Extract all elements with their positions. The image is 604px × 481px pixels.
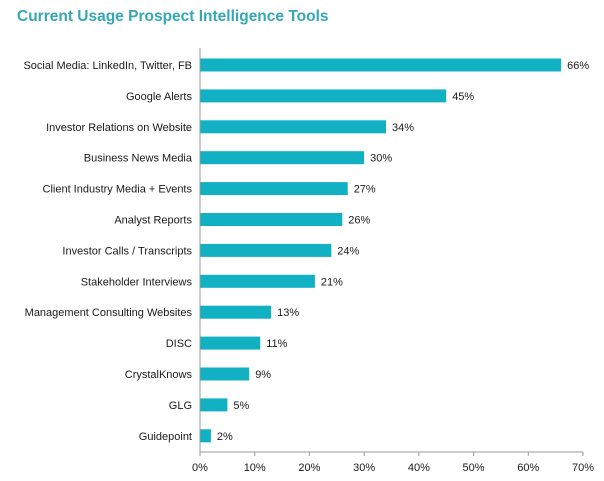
- category-label: Investor Calls / Transcripts: [62, 245, 192, 257]
- category-labels-group: Social Media: LinkedIn, Twitter, FB Googl…: [23, 60, 192, 443]
- bar: [200, 58, 562, 72]
- category-label: Client Industry Media + Events: [43, 184, 193, 196]
- bar: [200, 367, 250, 381]
- value-label: 66%: [567, 60, 589, 72]
- x-tick-label: 40%: [408, 462, 430, 474]
- value-label: 2%: [217, 431, 233, 443]
- x-axis: 0% 10% 20% 30% 40% 50% 60% 70%: [192, 48, 594, 474]
- category-label: Investor Relations on Website: [46, 122, 192, 134]
- bar: [200, 89, 447, 103]
- value-label: 45%: [452, 91, 474, 103]
- chart-title: Current Usage Prospect Intelligence Tool…: [17, 8, 329, 25]
- value-label: 24%: [337, 245, 359, 257]
- category-label: Stakeholder Interviews: [81, 276, 193, 288]
- x-tick-label: 0%: [192, 462, 208, 474]
- category-label: Google Alerts: [126, 91, 193, 103]
- value-label: 26%: [348, 215, 370, 227]
- bar: [200, 398, 228, 412]
- category-label: Social Media: LinkedIn, Twitter, FB: [23, 60, 192, 72]
- bar: [200, 213, 343, 226]
- category-label: Analyst Reports: [114, 215, 192, 227]
- value-labels-group: 66% 45% 34% 30% 27% 26% 24% 21% 13% 11% 9% 5% 2%: [217, 60, 589, 443]
- category-label: DISC: [166, 338, 192, 350]
- category-label: Management Consulting Websites: [25, 307, 193, 319]
- category-label: CrystalKnows: [125, 369, 193, 381]
- category-label: Business News Media: [84, 153, 193, 165]
- value-label: 13%: [277, 307, 299, 319]
- value-label: 5%: [233, 400, 249, 412]
- bar: [200, 336, 261, 350]
- bar: [200, 274, 315, 288]
- x-tick-label: 20%: [298, 462, 320, 474]
- category-label: GLG: [169, 400, 192, 412]
- value-label: 11%: [266, 338, 287, 350]
- category-label: Guidepoint: [139, 431, 192, 443]
- bar: [200, 182, 348, 196]
- value-label: 27%: [354, 184, 376, 196]
- bar: [200, 120, 386, 134]
- value-label: 9%: [255, 369, 271, 381]
- x-tick-label: 10%: [244, 462, 266, 474]
- value-label: 30%: [370, 153, 392, 165]
- value-label: 34%: [392, 122, 414, 134]
- bar: [200, 151, 365, 165]
- bar: [200, 305, 272, 319]
- x-tick-label: 50%: [463, 462, 485, 474]
- bars-group: [200, 58, 562, 443]
- x-tick-label: 70%: [572, 462, 594, 474]
- x-tick-label: 60%: [517, 462, 539, 474]
- value-label: 21%: [321, 276, 343, 288]
- x-tick-label: 30%: [353, 462, 375, 474]
- bar: [200, 243, 332, 257]
- bar: [200, 429, 211, 443]
